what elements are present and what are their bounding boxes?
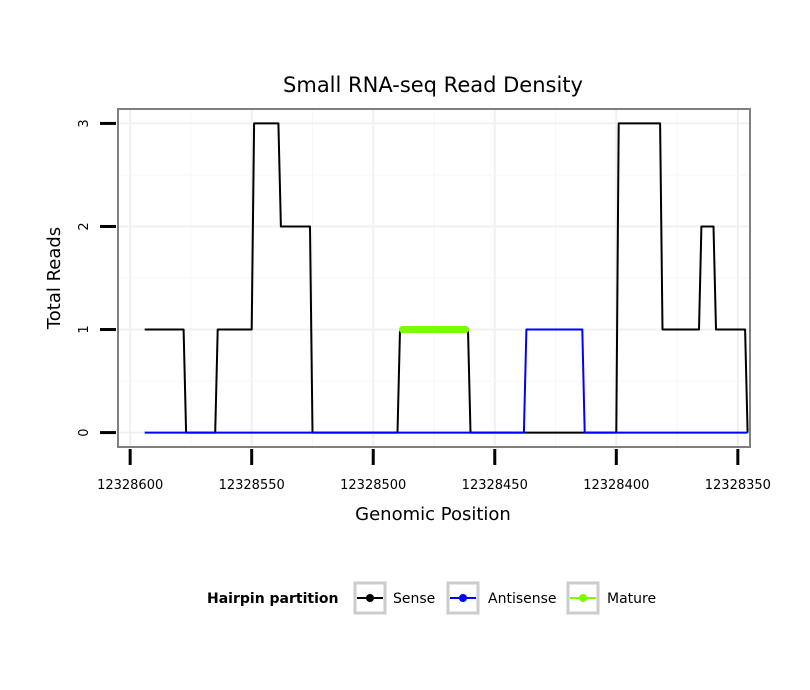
x-tick-label: 12328550 [219, 478, 285, 493]
series-line-antisense [144, 328, 748, 434]
x-axis-title: Genomic Position [355, 504, 511, 525]
legend-marker-antisense [459, 594, 467, 602]
y-tick-label: 2 [77, 222, 92, 230]
series-layer [144, 122, 749, 434]
y-tick-label: 0 [77, 428, 92, 436]
x-tick-label: 12328600 [97, 478, 163, 493]
y-tick-label: 1 [77, 325, 92, 333]
legend: Hairpin partition Sense Antisense Mature [207, 581, 656, 615]
x-tick-label: 12328500 [340, 478, 406, 493]
legend-label-antisense: Antisense [488, 591, 557, 607]
plot-border [117, 108, 751, 448]
x-tick-label: 12328400 [583, 478, 649, 493]
chart-title: Small RNA-seq Read Density [283, 73, 583, 97]
axes: 12328600 12328550 12328500 12328450 12328400… [77, 119, 771, 493]
legend-label-sense: Sense [393, 591, 435, 607]
x-tick-label: 12328350 [705, 478, 771, 493]
y-axis-title: Total Reads [44, 227, 65, 330]
legend-marker-mature [579, 594, 587, 602]
legend-label-mature: Mature [607, 591, 656, 607]
legend-title: Hairpin partition [207, 591, 338, 607]
y-tick-label: 3 [77, 119, 92, 127]
x-tick-label: 12328450 [462, 478, 528, 493]
legend-marker-sense [366, 594, 374, 602]
